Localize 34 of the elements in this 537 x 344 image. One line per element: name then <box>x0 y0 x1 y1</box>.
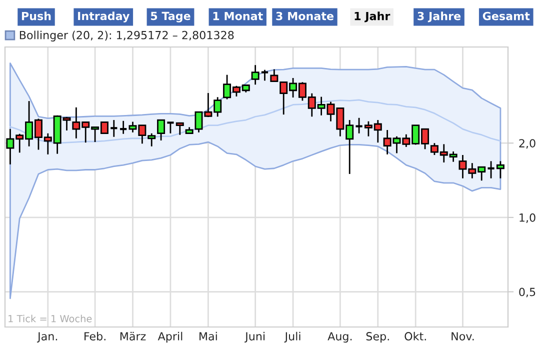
x-tick-label: April <box>158 332 182 343</box>
x-tick-label: März <box>120 332 146 340</box>
candlestick <box>118 120 128 135</box>
candlestick <box>496 160 504 180</box>
candlestick <box>176 122 184 136</box>
x-tick-label: Aug. <box>328 332 352 343</box>
candlestick <box>354 117 364 134</box>
candlestick <box>251 64 260 86</box>
text: 1 Monat <box>213 12 263 20</box>
candlestick <box>157 119 166 142</box>
text: 3 Jahre <box>418 12 461 22</box>
x-tick-label: Feb. <box>84 332 106 340</box>
text: Intraday <box>78 12 130 22</box>
x-tick-label: Sep. <box>366 332 389 343</box>
text: Push <box>22 12 51 20</box>
y-tick-label: 1,0 <box>520 213 536 223</box>
x-tick-label: Juni <box>244 332 265 343</box>
candlestick <box>260 69 270 82</box>
candlestick <box>486 160 496 180</box>
x-tick-label: Juli <box>284 332 300 343</box>
text: 1 Jahr <box>354 12 390 22</box>
x-tick-label: Mai <box>200 332 217 340</box>
candlestick <box>166 122 175 134</box>
y-tick-label: 0,5 <box>519 288 536 298</box>
legend-label: Bollinger (20, 2): 1,295172 – 2,801328 <box>20 30 234 42</box>
x-tick-label: Jan. <box>36 332 58 343</box>
x-tick-label: Nov. <box>452 332 474 340</box>
text: 5 Tage <box>150 12 190 22</box>
x-tick-label: Okt. <box>404 332 426 340</box>
text: Gesamt <box>482 12 530 20</box>
annotation: 1 Tick = 1 Woche <box>8 314 92 322</box>
y-tick-label: 2,0 <box>519 139 536 149</box>
candlestick <box>110 119 118 138</box>
text: 3 Monate <box>276 12 334 20</box>
